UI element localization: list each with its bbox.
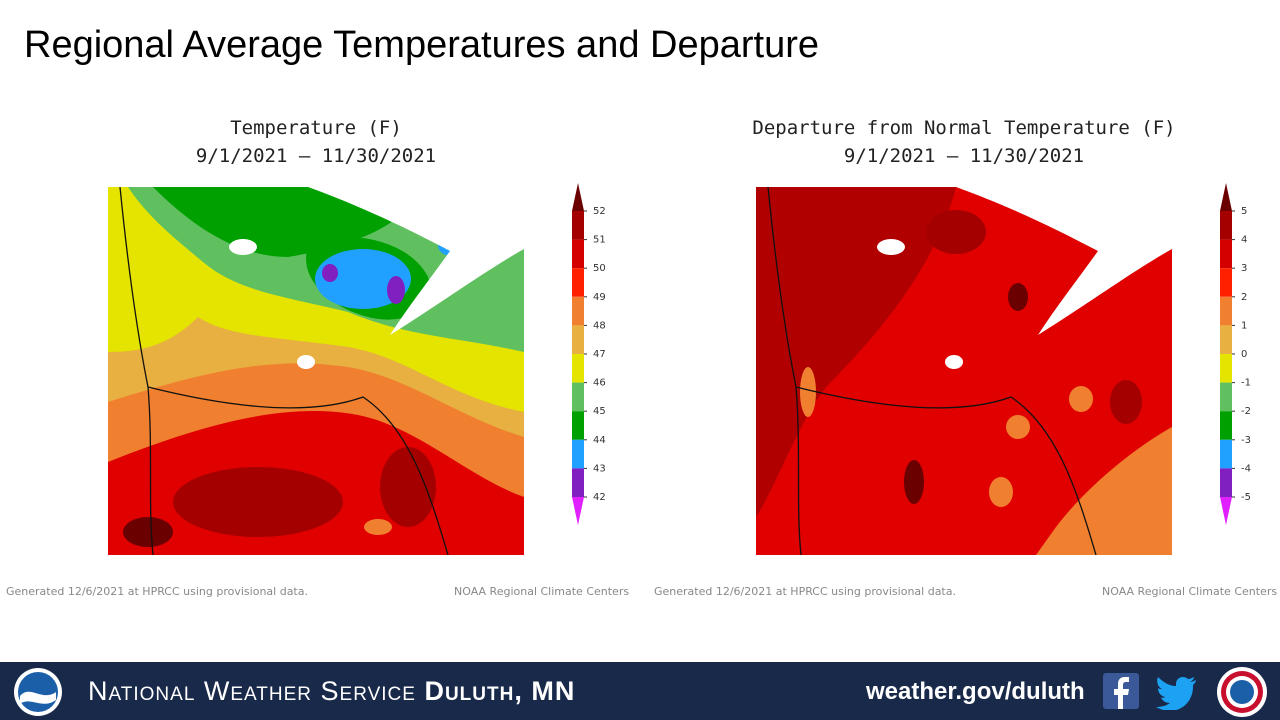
website[interactable]: weather.gov/duluth xyxy=(866,678,1085,705)
colorbar-label: 4 xyxy=(1241,235,1247,246)
colorbar-bin xyxy=(1220,468,1232,497)
footer-note: Generated 12/6/2021 at HPRCC using provi… xyxy=(654,585,956,598)
noaa-logo xyxy=(14,668,62,716)
colorbar-bin xyxy=(572,325,584,354)
colorbar-label: -1 xyxy=(1241,378,1251,389)
panel-title: Temperature (F) 9/1/2021 – 11/30/2021 xyxy=(56,114,576,170)
colorbar-label: 46 xyxy=(593,378,606,389)
colorbar-label: -3 xyxy=(1241,435,1251,446)
banner xyxy=(0,662,1280,720)
colorbar-label: 0 xyxy=(1241,349,1247,360)
nws-logo xyxy=(1217,667,1267,717)
colorbar-bin xyxy=(1220,439,1232,469)
footer-credit: NOAA Regional Climate Centers xyxy=(454,585,630,598)
colorbar-bin xyxy=(572,211,584,240)
panel-title: Departure from Normal Temperature (F) 9/1… xyxy=(704,114,1224,170)
colorbar-label: -5 xyxy=(1241,492,1251,503)
colorbar-bin xyxy=(1220,354,1232,383)
colorbar-label: 5 xyxy=(1241,206,1247,217)
map-title: Temperature (F) xyxy=(230,117,402,139)
colorbar-bin xyxy=(1220,325,1232,354)
colorbar-bin xyxy=(572,296,584,326)
map-period: 9/1/2021 – 11/30/2021 xyxy=(843,145,1085,167)
colorbar-bin xyxy=(1220,211,1232,240)
colorbar-bin xyxy=(1220,382,1232,412)
colorbar-cap xyxy=(572,183,584,211)
colorbar-bin xyxy=(572,268,584,297)
colorbar-cap xyxy=(1220,497,1232,525)
colorbar-label: 44 xyxy=(593,435,606,446)
footer-note: Generated 12/6/2021 at HPRCC using provi… xyxy=(6,585,308,598)
slide-title: Regional Average Temperatures and Depart… xyxy=(24,24,819,66)
colorbar-bin xyxy=(1220,296,1232,326)
colorbar-bin xyxy=(572,411,584,440)
colorbar-cap xyxy=(572,497,584,525)
colorbar-label: 2 xyxy=(1241,292,1247,303)
footer-credit: NOAA Regional Climate Centers xyxy=(1102,585,1278,598)
colorbar-label: -4 xyxy=(1241,463,1251,474)
colorbar-label: 43 xyxy=(593,463,606,474)
temperature-map xyxy=(108,187,524,555)
colorbar-label: 47 xyxy=(593,349,606,360)
office: Duluth, MN xyxy=(424,676,576,706)
colorbar-label: 50 xyxy=(593,263,606,274)
colorbar-bin xyxy=(572,239,584,269)
colorbar: 52 51 50 49 48 47 46 45 44 43 42 xyxy=(572,183,606,525)
colorbar-label: 1 xyxy=(1241,320,1247,331)
twitter-icon[interactable] xyxy=(1154,674,1198,710)
colorbar-label: 48 xyxy=(593,320,606,331)
colorbar-label: 51 xyxy=(593,235,606,246)
colorbar-bin xyxy=(1220,268,1232,297)
colorbar-bin xyxy=(1220,411,1232,440)
colorbar-label: -2 xyxy=(1241,406,1251,417)
colorbar-cap xyxy=(1220,183,1232,211)
colorbar-label: 42 xyxy=(593,492,606,503)
colorbar: 5 4 3 2 1 0 -1 -2 -3 -4 -5 xyxy=(1220,183,1251,525)
colorbar-label: 3 xyxy=(1241,263,1247,274)
map-title: Departure from Normal Temperature (F) xyxy=(752,117,1176,139)
colorbar-bin xyxy=(572,354,584,383)
facebook-icon[interactable] xyxy=(1103,673,1139,709)
map-period: 9/1/2021 – 11/30/2021 xyxy=(195,145,437,167)
colorbar-bin xyxy=(572,468,584,497)
agency-name: National Weather Service Duluth, MN xyxy=(88,676,575,707)
colorbar-bin xyxy=(1220,239,1232,269)
colorbar-label: 45 xyxy=(593,406,606,417)
colorbar-bin xyxy=(572,439,584,469)
colorbar-label: 49 xyxy=(593,292,606,303)
colorbar-bin xyxy=(572,382,584,412)
departure-map xyxy=(756,187,1172,555)
agency: National Weather Service xyxy=(88,676,416,706)
colorbar-label: 52 xyxy=(593,206,606,217)
